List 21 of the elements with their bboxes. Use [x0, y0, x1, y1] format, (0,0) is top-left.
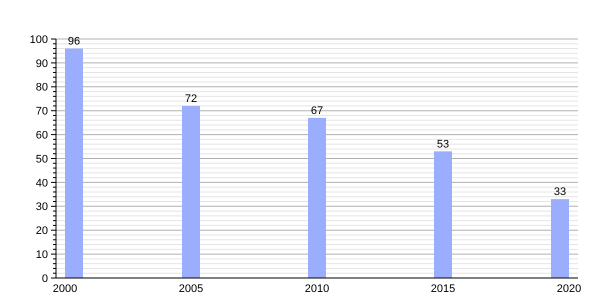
- x-tick-label: 2020: [556, 283, 582, 295]
- data-label: 53: [436, 138, 450, 150]
- x-tick-label: 2010: [304, 283, 330, 295]
- y-tick-label: 10: [36, 248, 48, 261]
- data-label: 33: [554, 186, 566, 198]
- y-tick-label: 30: [36, 201, 48, 214]
- y-tick-label: 20: [36, 225, 48, 238]
- y-tick-label: 80: [36, 82, 48, 94]
- y-tick-label: 40: [36, 177, 48, 190]
- data-label: 72: [184, 92, 198, 105]
- x-tick-label: 2005: [178, 283, 204, 295]
- y-tick-label: 90: [36, 58, 48, 70]
- y-tick-label: 0: [42, 272, 48, 285]
- y-tick-label: 50: [36, 153, 48, 166]
- y-tick-label: 60: [36, 129, 48, 142]
- data-label: 67: [310, 104, 324, 117]
- data-label: 96: [68, 36, 80, 48]
- x-tick-label: 2000: [52, 283, 78, 295]
- y-tick-label: 70: [36, 106, 48, 118]
- y-tick-label: 100: [30, 34, 48, 46]
- x-tick-label: 2015: [430, 283, 456, 295]
